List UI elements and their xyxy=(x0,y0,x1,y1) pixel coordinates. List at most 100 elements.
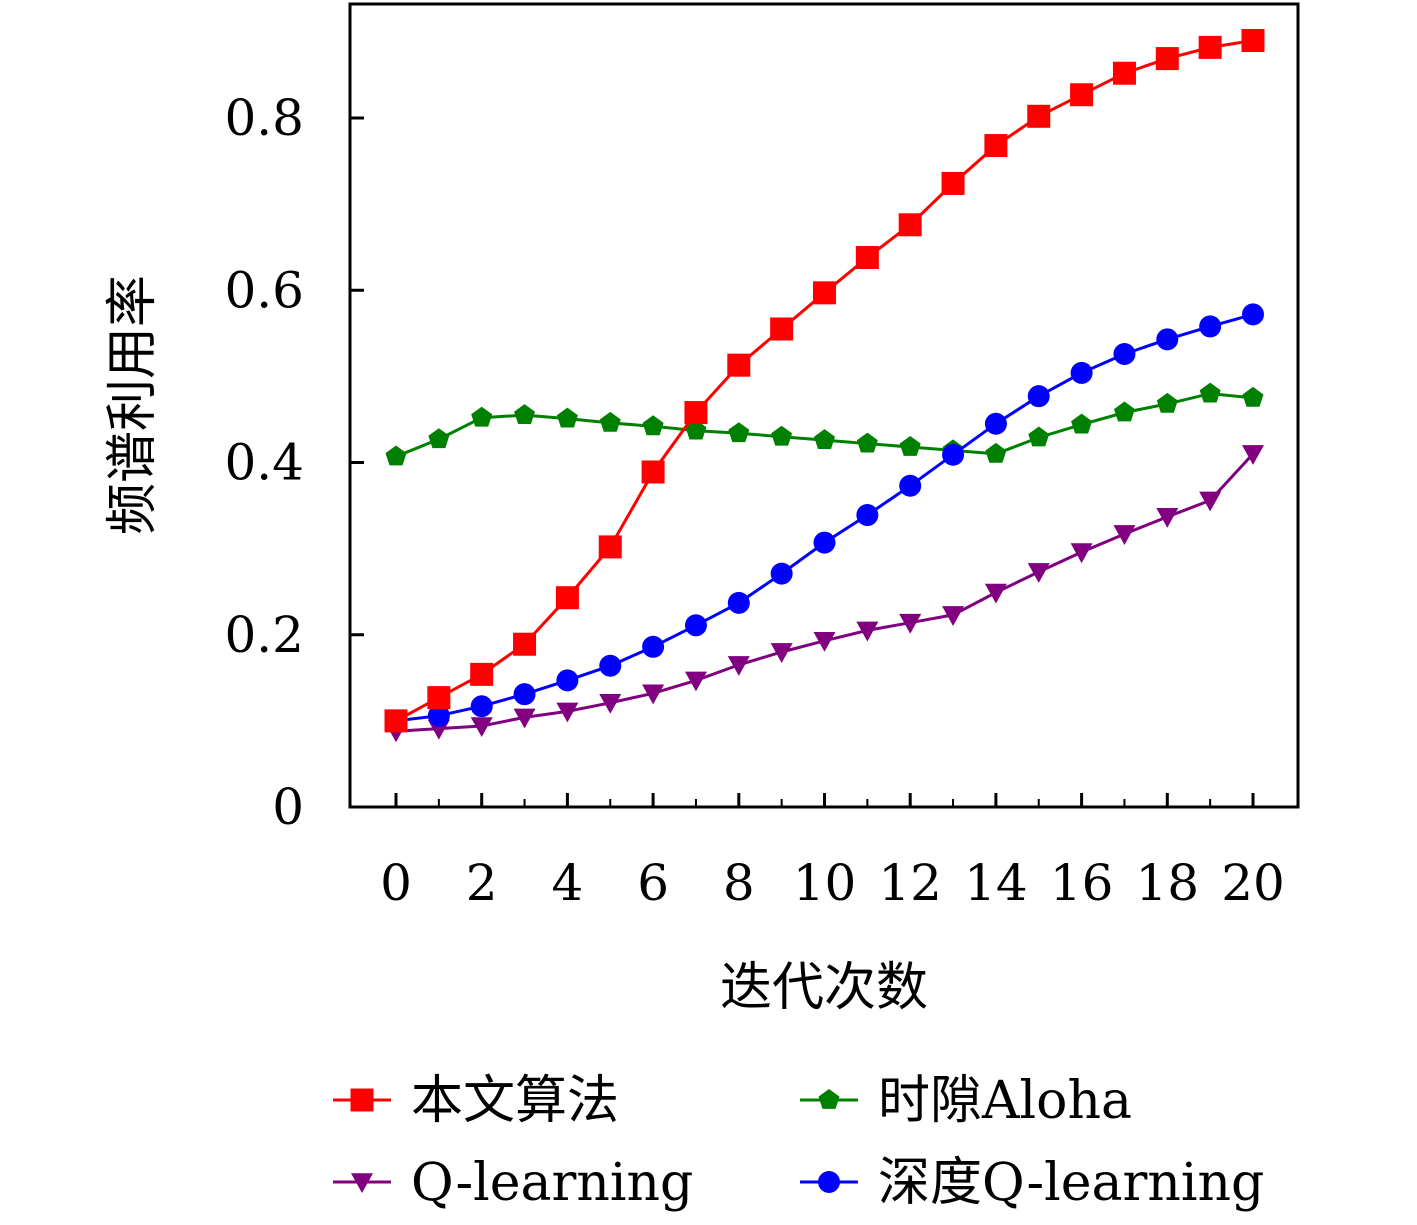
x-tick-label: 16 xyxy=(1050,854,1114,912)
data-point xyxy=(513,632,537,656)
series-0 xyxy=(384,28,1265,733)
data-point xyxy=(813,281,836,305)
data-point xyxy=(1156,507,1179,528)
data-point xyxy=(984,583,1007,604)
data-point xyxy=(1242,386,1264,407)
data-point xyxy=(685,419,707,440)
data-point xyxy=(555,586,579,610)
data-point xyxy=(470,662,494,686)
legend-label: 深度Q-learning xyxy=(878,1153,1264,1213)
data-point xyxy=(771,425,793,446)
data-point xyxy=(599,411,621,432)
x-axis-title: 迭代次数 xyxy=(720,958,928,1018)
data-point xyxy=(684,401,708,425)
data-point xyxy=(642,635,665,658)
x-tick-label: 4 xyxy=(551,854,583,912)
data-point xyxy=(427,686,451,710)
data-point xyxy=(1198,35,1222,59)
data-point xyxy=(770,562,793,585)
data-point xyxy=(684,614,707,637)
legend-item: 本文算法 xyxy=(333,1071,619,1131)
legend-marker xyxy=(818,1089,840,1109)
data-point xyxy=(1156,392,1178,413)
data-point xyxy=(728,422,750,443)
y-tick-label: 0.8 xyxy=(224,89,304,147)
data-point xyxy=(941,171,965,195)
data-point xyxy=(470,717,493,738)
data-point xyxy=(899,436,921,456)
x-tick-label: 10 xyxy=(793,854,857,912)
data-point xyxy=(899,613,922,634)
data-point xyxy=(727,656,750,676)
data-point xyxy=(599,654,622,677)
y-tick-label: 0.6 xyxy=(224,261,304,319)
data-point xyxy=(1113,525,1136,545)
data-point xyxy=(814,429,835,449)
data-point xyxy=(599,693,622,714)
data-point xyxy=(1070,83,1094,107)
y-axis-title: 频谱利用率 xyxy=(103,275,163,535)
legend-marker xyxy=(351,1173,373,1193)
series-layer xyxy=(384,28,1265,743)
legend: 本文算法 时隙Aloha Q-learning 深度Q-learning xyxy=(333,1071,1264,1213)
legend-item: Q-learning xyxy=(333,1153,693,1213)
data-point xyxy=(770,643,793,663)
data-point xyxy=(1112,61,1136,85)
data-point xyxy=(514,404,535,424)
data-point xyxy=(813,631,836,652)
y-tick-label: 0.2 xyxy=(224,606,304,664)
x-tick-label: 8 xyxy=(723,854,755,912)
data-point xyxy=(1155,47,1179,71)
data-point xyxy=(1027,563,1050,583)
data-point xyxy=(1199,491,1222,512)
data-point xyxy=(1241,28,1265,52)
data-point xyxy=(856,504,879,527)
series-line xyxy=(395,39,1254,723)
data-point xyxy=(727,353,751,377)
data-point xyxy=(471,406,493,427)
data-point xyxy=(1113,342,1136,365)
data-point xyxy=(985,442,1007,463)
series-line xyxy=(395,312,1254,723)
data-point xyxy=(770,317,794,341)
x-tick-label: 2 xyxy=(466,854,498,912)
x-tick-label: 18 xyxy=(1135,854,1199,912)
y-tick-label: 0 xyxy=(272,778,304,836)
data-point xyxy=(385,445,407,466)
data-point xyxy=(1027,104,1051,128)
legend-marker xyxy=(818,1171,840,1193)
legend-label: Q-learning xyxy=(411,1153,693,1213)
data-point xyxy=(642,415,664,436)
x-tick-label: 14 xyxy=(964,854,1028,912)
data-point xyxy=(984,134,1008,158)
data-point xyxy=(898,213,922,237)
data-point xyxy=(1156,328,1179,351)
data-point xyxy=(556,702,579,723)
legend-item: 时隙Aloha xyxy=(800,1071,1132,1131)
series-3 xyxy=(385,303,1264,732)
data-point xyxy=(1199,382,1221,403)
x-tick-label: 0 xyxy=(380,854,412,912)
data-point xyxy=(1071,413,1093,434)
legend-label: 本文算法 xyxy=(411,1071,619,1131)
y-axis: 0 0.2 0.4 0.6 0.8 xyxy=(224,89,364,836)
legend-item: 深度Q-learning xyxy=(800,1153,1264,1213)
series-1 xyxy=(385,382,1264,466)
data-point xyxy=(984,412,1007,435)
data-point xyxy=(470,695,493,718)
data-point xyxy=(1028,426,1050,447)
data-point xyxy=(556,407,578,428)
x-tick-label: 20 xyxy=(1221,854,1285,912)
legend-label: 时隙Aloha xyxy=(878,1071,1132,1131)
data-point xyxy=(1027,385,1050,408)
data-point xyxy=(1070,543,1093,564)
data-point xyxy=(513,683,536,706)
data-point xyxy=(428,428,450,449)
data-point xyxy=(427,704,450,727)
data-point xyxy=(855,246,879,270)
data-point xyxy=(813,531,836,554)
data-point xyxy=(684,671,707,692)
data-point xyxy=(1114,401,1135,422)
data-point xyxy=(727,591,750,614)
